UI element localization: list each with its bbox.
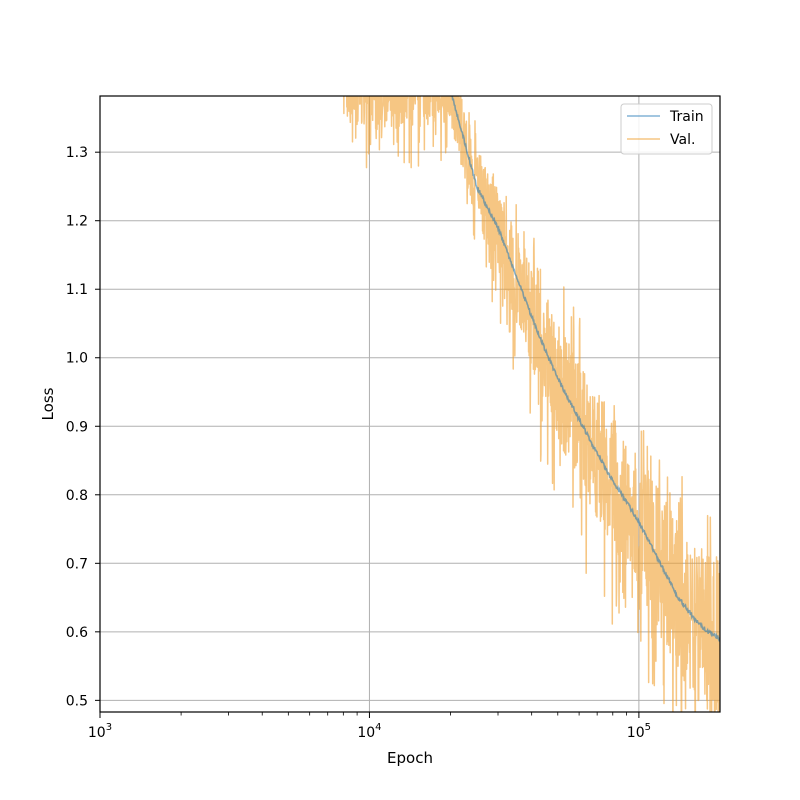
y-tick-label: 0.9 [66, 419, 88, 435]
y-tick-label: 0.8 [66, 488, 88, 504]
val-series-line [343, 96, 720, 712]
x-tick-label: 105 [627, 722, 651, 741]
legend-label-val: Val. [670, 132, 695, 148]
y-tick-label: 1.2 [66, 214, 88, 230]
series-layer [343, 96, 720, 712]
x-axis-label: Epoch [387, 749, 433, 767]
y-tick-label: 0.6 [66, 625, 88, 641]
x-tick-label: 104 [357, 722, 381, 741]
x-tick-label: 103 [88, 722, 112, 741]
train-series-line [450, 96, 720, 643]
y-tick-label: 1.3 [66, 145, 88, 161]
plot-background [100, 96, 720, 712]
plot-frame [99, 95, 721, 713]
y-tick-label: 0.7 [66, 556, 88, 572]
y-tick-label: 1.1 [66, 282, 88, 298]
y-tick-label: 1.0 [66, 351, 88, 367]
legend-label-train: Train [669, 109, 704, 125]
y-tick-label: 0.5 [66, 693, 88, 709]
y-axis-label: Loss [39, 387, 57, 420]
legend: Train Val. [620, 103, 713, 155]
ticks: 0.5 0.6 0.7 0.8 0.9 1.0 1.1 1.2 1.3 103 104 105 [66, 145, 651, 741]
